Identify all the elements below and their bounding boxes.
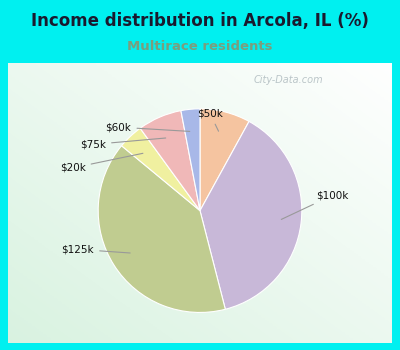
Text: $100k: $100k (281, 190, 348, 219)
Wedge shape (98, 146, 225, 313)
Wedge shape (200, 109, 249, 211)
Text: $20k: $20k (60, 153, 143, 173)
Wedge shape (200, 121, 302, 309)
Text: $60k: $60k (106, 122, 190, 132)
Wedge shape (122, 128, 200, 211)
Text: City-Data.com: City-Data.com (254, 75, 323, 85)
Text: Multirace residents: Multirace residents (127, 40, 273, 53)
Text: $50k: $50k (197, 109, 223, 131)
Wedge shape (181, 109, 200, 211)
Text: $125k: $125k (62, 244, 130, 254)
Wedge shape (140, 111, 200, 211)
Text: Income distribution in Arcola, IL (%): Income distribution in Arcola, IL (%) (31, 12, 369, 30)
Text: $75k: $75k (80, 138, 166, 149)
